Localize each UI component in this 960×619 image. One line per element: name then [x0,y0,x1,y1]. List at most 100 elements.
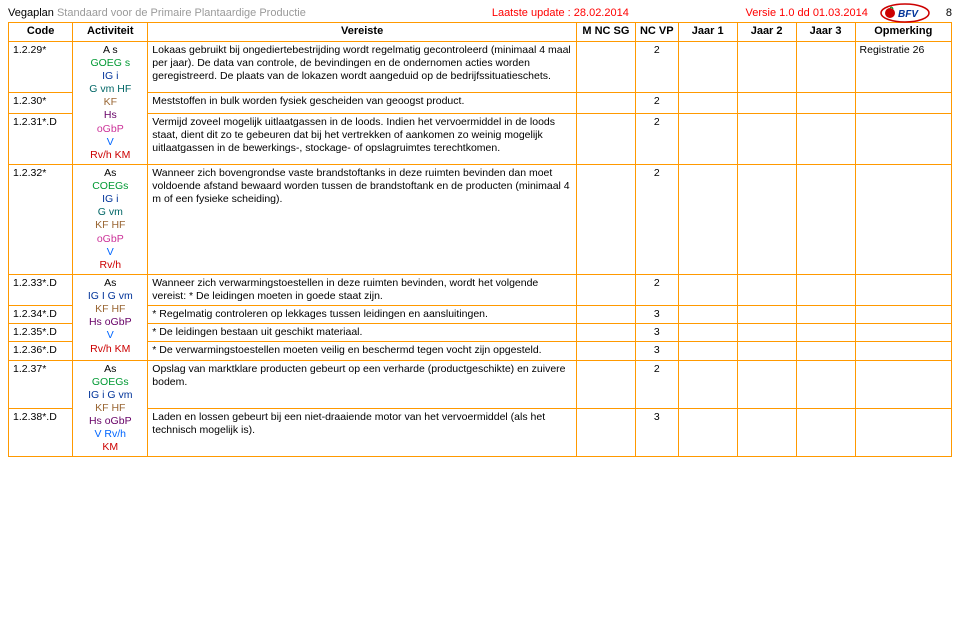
table-header: Code Activiteit Vereiste M NC SG NC VP J… [9,23,952,42]
cell-year3 [796,306,855,324]
table-row: 1.2.36*.D* De verwarmingstoestellen moet… [9,342,952,360]
cell-year2 [737,360,796,408]
cell-ncvp: 2 [635,360,678,408]
document-header: Vegaplan Standaard voor de Primaire Plan… [8,4,952,22]
cell-requirement: * De verwarmingstoestellen moeten veilig… [148,342,577,360]
activity-line: KF HF [77,303,143,316]
cell-year2 [737,41,796,92]
table-row: 1.2.33*.DAsIG I G vmKF HFHs oGbPVRv/h KM… [9,274,952,305]
cell-requirement: Vermijd zoveel mogelijk uitlaatgassen in… [148,113,577,164]
activity-line: As [77,277,143,290]
activity-line: COEGs [77,180,143,193]
col-requirement: Vereiste [148,23,577,42]
table-row: 1.2.37*AsGOEGsIG i G vmKF HFHs oGbPV Rv/… [9,360,952,408]
table-row: 1.2.29*A sGOEG sIG iG vm HFKFHsoGbPVRv/h… [9,41,952,92]
activity-line: KF [77,96,143,109]
cell-mncsg [576,92,635,113]
page-container: Vegaplan Standaard voor de Primaire Plan… [0,0,960,461]
cell-year3 [796,274,855,305]
activity-line: G vm HF [77,83,143,96]
cell-year3 [796,164,855,274]
col-year2: Jaar 2 [737,23,796,42]
cell-code: 1.2.32* [9,164,73,274]
title-prefix: Vegaplan [8,7,54,19]
cell-mncsg [576,274,635,305]
activity-line: V [77,136,143,149]
cell-activity: AsIG I G vmKF HFHs oGbPVRv/h KM [73,274,148,360]
cell-year1 [678,408,737,456]
activity-line: V Rv/h [77,428,143,441]
cell-requirement: Opslag van marktklare producten gebeurt … [148,360,577,408]
cell-code: 1.2.34*.D [9,306,73,324]
cell-year1 [678,342,737,360]
cell-year1 [678,360,737,408]
cell-mncsg [576,360,635,408]
cell-year2 [737,113,796,164]
cell-remark [855,92,951,113]
cell-year1 [678,306,737,324]
cell-year3 [796,41,855,92]
activity-line: IG I G vm [77,290,143,303]
cell-year1 [678,274,737,305]
cell-ncvp: 3 [635,408,678,456]
cell-activity: AsGOEGsIG i G vmKF HFHs oGbPV Rv/hKM [73,360,148,457]
table-body: 1.2.29*A sGOEG sIG iG vm HFKFHsoGbPVRv/h… [9,41,952,457]
cell-year2 [737,324,796,342]
col-code: Code [9,23,73,42]
cell-ncvp: 3 [635,306,678,324]
cell-year1 [678,92,737,113]
activity-line: GOEGs [77,376,143,389]
activity-line: KF HF [77,402,143,415]
page-number: 8 [946,7,952,19]
table-row: 1.2.31*.D Vermijd zoveel mogelijk uitlaat… [9,113,952,164]
table-row: 1.2.38*.D Laden en lossen gebeurt bij een… [9,408,952,456]
activity-line: V [77,329,143,342]
cell-code: 1.2.30* [9,92,73,113]
col-ncvp: NC VP [635,23,678,42]
cell-remark [855,408,951,456]
cell-year1 [678,113,737,164]
cell-code: 1.2.31*.D [9,113,73,164]
version-label: Versie 1.0 dd 01.03.2014 [746,7,868,19]
bfv-logo-icon: BFV [880,3,930,23]
cell-year3 [796,92,855,113]
activity-line: IG i G vm [77,389,143,402]
cell-mncsg [576,306,635,324]
cell-mncsg [576,164,635,274]
cell-remark [855,360,951,408]
cell-year2 [737,274,796,305]
cell-mncsg [576,342,635,360]
cell-requirement: Meststoffen in bulk worden fysiek gesche… [148,92,577,113]
cell-requirement: Wanneer zich verwarmingstoestellen in de… [148,274,577,305]
cell-year3 [796,342,855,360]
activity-line: KF HF [77,219,143,232]
col-mncsg: M NC SG [576,23,635,42]
activity-line: Rv/h [77,259,143,272]
cell-remark [855,164,951,274]
header-right: Versie 1.0 dd 01.03.2014 BFV 8 [746,3,952,23]
requirements-table: Code Activiteit Vereiste M NC SG NC VP J… [8,22,952,457]
cell-code: 1.2.38*.D [9,408,73,456]
cell-code: 1.2.33*.D [9,274,73,305]
cell-year2 [737,164,796,274]
activity-line: Hs oGbP [77,316,143,329]
cell-year3 [796,408,855,456]
title-rest: Standaard voor de Primaire Plantaardige … [57,7,306,19]
col-remark: Opmerking [855,23,951,42]
activity-line: Rv/h KM [77,343,143,356]
cell-requirement: Wanneer zich bovengrondse vaste brandsto… [148,164,577,274]
cell-activity: AsCOEGsIG iG vmKF HFoGbPVRv/h [73,164,148,274]
cell-year3 [796,113,855,164]
activity-line: Hs [77,109,143,122]
cell-year2 [737,92,796,113]
cell-requirement: Laden en lossen gebeurt bij een niet-dra… [148,408,577,456]
activity-line: A s [77,44,143,57]
table-row: 1.2.35*.D * De leidingen bestaan uit gesc… [9,324,952,342]
activity-line: V [77,246,143,259]
cell-code: 1.2.35*.D [9,324,73,342]
col-year1: Jaar 1 [678,23,737,42]
header-left: Vegaplan Standaard voor de Primaire Plan… [8,7,629,19]
activity-line: KM [77,441,143,454]
cell-requirement: * De leidingen bestaan uit geschikt mate… [148,324,577,342]
col-year3: Jaar 3 [796,23,855,42]
